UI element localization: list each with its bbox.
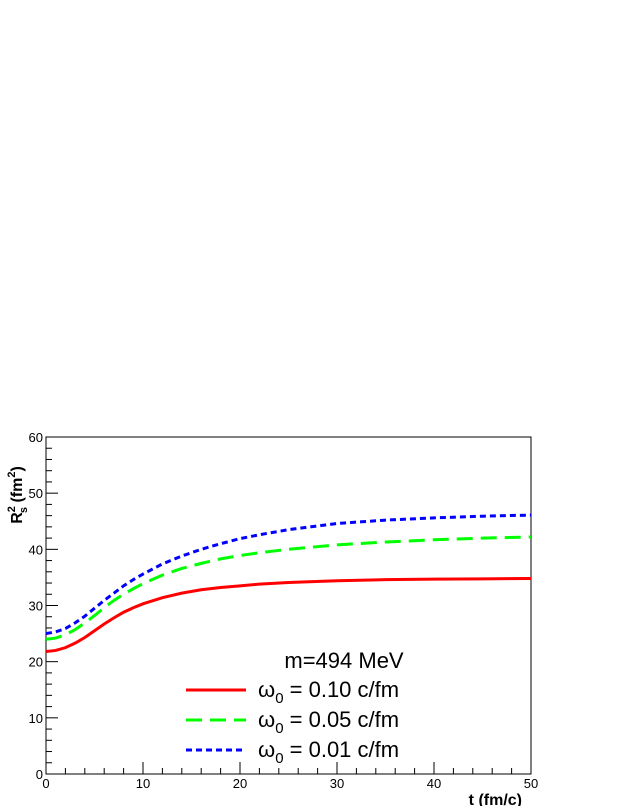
x-tick-label: 50	[524, 776, 538, 791]
x-tick-label: 40	[427, 776, 441, 791]
y-axis-title: R2s (fm2)	[6, 466, 30, 524]
legend-label-0: ω0 = 0.10 c/fm	[258, 677, 399, 707]
x-axis: 0 10 20 30 40 50	[42, 762, 538, 791]
series-line-0	[45, 577, 532, 654]
x-axis-title: t (fm/c)	[469, 792, 522, 806]
y-tick-label: 10	[29, 711, 43, 726]
x-tick-label: 20	[233, 776, 247, 791]
series-lines	[45, 513, 532, 654]
x-tick-label: 0	[42, 776, 49, 791]
y-tick-label: 60	[29, 430, 43, 445]
legend-label-1: ω0 = 0.05 c/fm	[258, 707, 399, 737]
y-tick-label: 50	[29, 486, 43, 501]
series-line-1	[45, 535, 532, 641]
y-axis-title-part: s	[18, 507, 30, 513]
legend-header: m=494 MeV	[284, 648, 404, 673]
y-tick-label: 0	[36, 767, 43, 782]
y-axis-title-part: 2	[6, 472, 18, 478]
x-tick-label: 10	[136, 776, 150, 791]
y-axis-title-part: R	[9, 512, 26, 524]
y-tick-label: 30	[29, 599, 43, 614]
y-axis-title-part: )	[9, 466, 26, 471]
series-line-2	[45, 513, 532, 636]
y-tick-label: 20	[29, 655, 43, 670]
x-tick-label: 30	[330, 776, 344, 791]
y-axis: 0 10 20 30 40 50 60	[29, 430, 58, 782]
y-tick-label: 40	[29, 542, 43, 557]
legend-label-2: ω0 = 0.01 c/fm	[258, 737, 399, 767]
y-axis-title-part: 2	[6, 506, 18, 512]
y-axis-title-part: (fm	[9, 478, 26, 507]
